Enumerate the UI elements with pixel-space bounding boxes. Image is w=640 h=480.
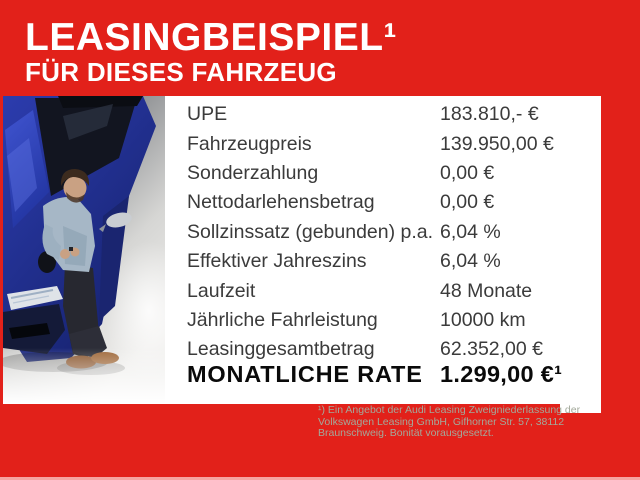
panel-corner-notch [560,404,601,413]
table-row: Nettodarlehensbetrag 0,00 € [187,188,597,217]
leasing-data-table: UPE 183.810,- € Fahrzeugpreis 139.950,00… [187,100,597,365]
row-value: 139.950,00 € [440,132,554,155]
row-label: Laufzeit [187,279,256,302]
vehicle-photo-art [3,96,165,404]
table-row: UPE 183.810,- € [187,100,597,129]
table-row: Leasinggesamtbetrag 62.352,00 € [187,335,597,364]
footnote-line: ¹) Ein Angebot der Audi Leasing Zweignie… [318,404,581,416]
row-label: Leasinggesamtbetrag [187,338,375,361]
page-title: LEASINGBEISPIEL¹ [25,16,398,59]
row-label: Effektiver Jahreszins [187,250,367,273]
bottom-edge-line [0,477,640,480]
monthly-rate-value: 1.299,00 €¹ [440,360,563,387]
row-label: Jährliche Fahrleistung [187,308,378,331]
row-value: 0,00 € [440,191,495,214]
table-row: Laufzeit 48 Monate [187,276,597,305]
row-label: Sollzinssatz (gebunden) p.a. [187,220,434,243]
content-panel: UPE 183.810,- € Fahrzeugpreis 139.950,00… [3,96,601,404]
row-value: 62.352,00 € [440,338,544,361]
monthly-rate-row: MONATLICHE RATE 1.299,00 €¹ [187,358,597,390]
row-value: 10000 km [440,308,526,331]
row-value: 48 Monate [440,279,533,302]
table-row: Sonderzahlung 0,00 € [187,159,597,188]
page-subtitle: FÜR DIESES FAHRZEUG [25,57,337,87]
row-value: 6,04 % [440,220,501,243]
row-label: Sonderzahlung [187,161,319,184]
table-row: Sollzinssatz (gebunden) p.a. 6,04 % [187,218,597,247]
footnote-line: Braunschweig. Bonität vorausgesetzt. [318,427,494,440]
table-row: Effektiver Jahreszins 6,04 % [187,247,597,276]
row-label: Fahrzeugpreis [187,132,312,155]
row-label: Nettodarlehensbetrag [187,191,375,214]
row-value: 183.810,- € [440,103,539,126]
table-row: Fahrzeugpreis 139.950,00 € [187,129,597,158]
monthly-rate-label: MONATLICHE RATE [187,360,423,387]
row-value: 0,00 € [440,161,495,184]
row-label: UPE [187,103,228,126]
vehicle-photo [3,96,165,404]
legal-footnote: ¹) Ein Angebot der Audi Leasing Zweignie… [318,404,608,440]
table-row: Jährliche Fahrleistung 10000 km [187,306,597,335]
footnote-line: Volkswagen Leasing GmbH, Gifhorner Str. … [318,415,565,428]
row-value: 6,04 % [440,250,501,273]
